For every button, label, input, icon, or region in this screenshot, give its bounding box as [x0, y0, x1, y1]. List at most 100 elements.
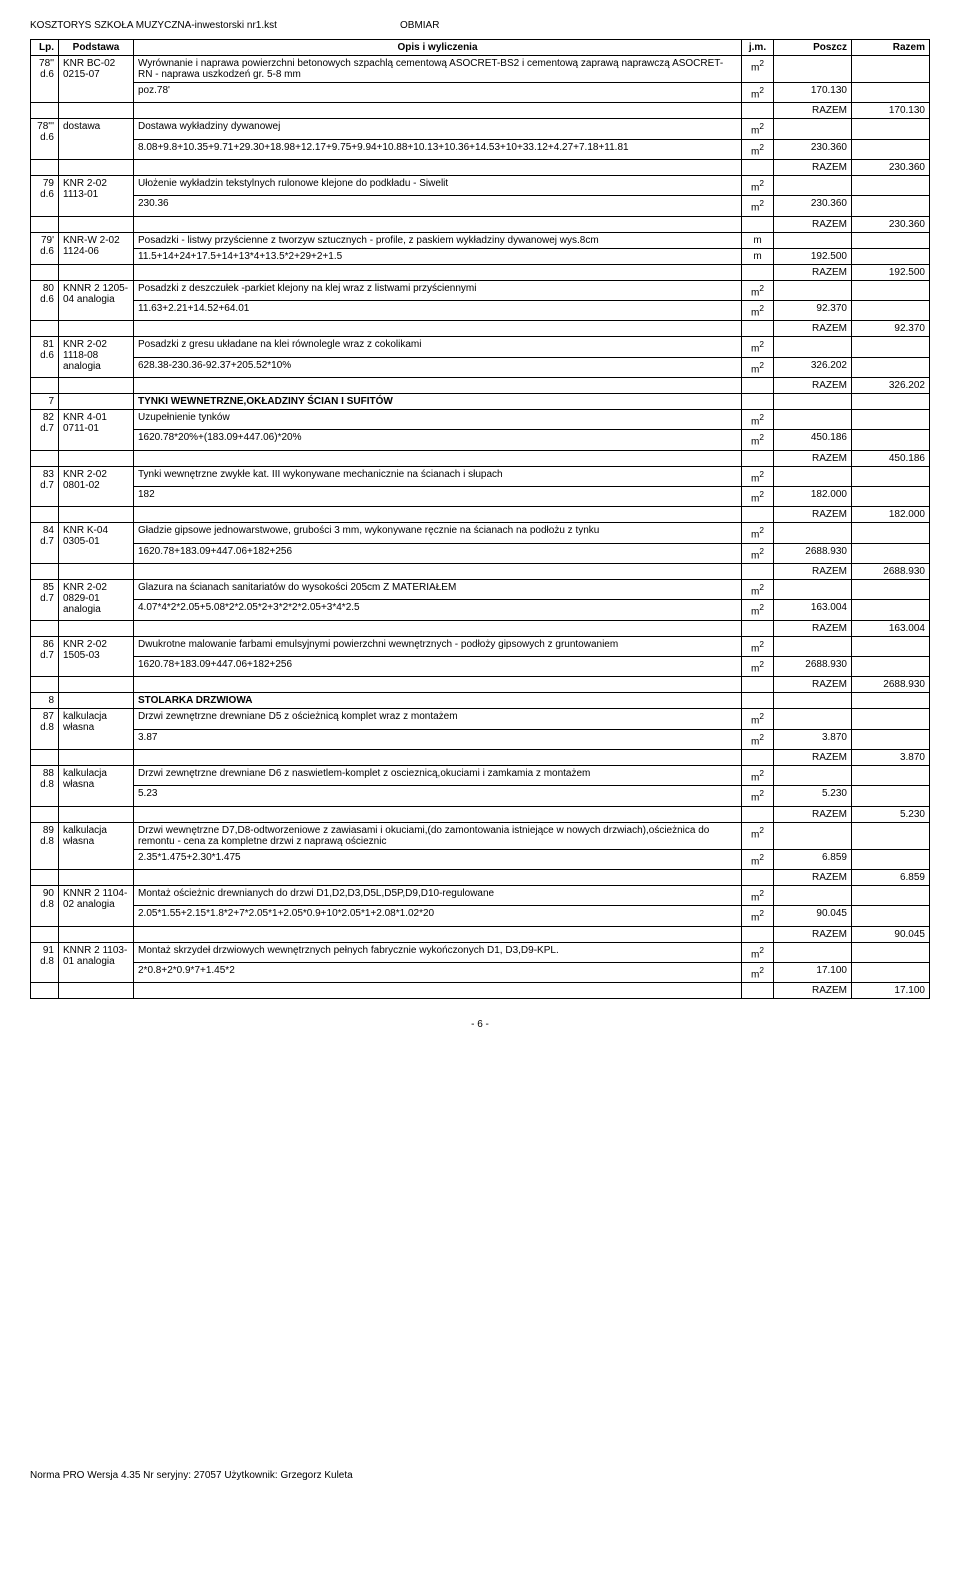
cell-razem: 90.045: [852, 926, 930, 942]
obmiar-table: Lp. Podstawa Opis i wyliczenia j.m. Posz…: [30, 39, 930, 999]
sub-row: 11.5+14+24+17.5+14+13*4+13.5*2+29+2+1.5m…: [31, 248, 930, 264]
cell-lp: 86 d.7: [31, 636, 59, 677]
cell-pod: KNNR 2 1104-02 analogia: [59, 885, 134, 926]
cell-jm: m2: [742, 56, 774, 83]
cell-pod: [59, 926, 134, 942]
cell-jm: [742, 377, 774, 393]
cell-lp: [31, 563, 59, 579]
razem-label: RAZEM: [774, 749, 852, 765]
cell-pod: [59, 507, 134, 523]
cell-razem: 326.202: [852, 377, 930, 393]
sub-row: 2*0.8+2*0.9*7+1.45*2m217.100: [31, 962, 930, 982]
cell-poszcz: 2688.930: [774, 656, 852, 676]
cell-jm: [742, 693, 774, 709]
table-header-row: Lp. Podstawa Opis i wyliczenia j.m. Posz…: [31, 40, 930, 56]
cell-pod: [59, 393, 134, 409]
cell-lp: [31, 159, 59, 175]
cell-poszcz: 3.870: [774, 729, 852, 749]
cell-razem: [852, 523, 930, 543]
table-row: 84 d.7KNR K-04 0305-01Gładzie gipsowe je…: [31, 523, 930, 543]
cell-razem: [852, 56, 930, 83]
cell-opis: Montaż skrzydeł drzwiowych wewnętrznych …: [134, 942, 742, 962]
cell-razem: 6.859: [852, 869, 930, 885]
cell-opis: 230.36: [134, 196, 742, 216]
cell-jm: m2: [742, 523, 774, 543]
cell-pod: KNNR 2 1205-04 analogia: [59, 280, 134, 321]
cell-jm: [742, 216, 774, 232]
section-row: 7TYNKI WEWNETRZNE,OKŁADZINY ŚCIAN I SUFI…: [31, 393, 930, 409]
cell-lp: 83 d.7: [31, 466, 59, 507]
cell-jm: [742, 806, 774, 822]
sub-row: 628.38-230.36-92.37+205.52*10%m2326.202: [31, 357, 930, 377]
col-razem: Razem: [852, 40, 930, 56]
cell-poszcz: 2688.930: [774, 543, 852, 563]
razem-row: RAZEM450.186: [31, 450, 930, 466]
cell-pod: [59, 677, 134, 693]
file-name: KOSZTORYS SZKOŁA MUZYCZNA-inwestorski nr…: [30, 20, 400, 31]
cell-pod: [59, 563, 134, 579]
cell-razem: [852, 600, 930, 620]
cell-lp: [31, 620, 59, 636]
cell-razem: [852, 486, 930, 506]
footer-text: Norma PRO Wersja 4.35 Nr seryjny: 27057 …: [30, 1470, 930, 1481]
razem-row: RAZEM3.870: [31, 749, 930, 765]
cell-pod: [59, 749, 134, 765]
cell-pod: KNR 2-02 1505-03: [59, 636, 134, 677]
cell-razem: [852, 942, 930, 962]
cell-razem: 230.360: [852, 159, 930, 175]
cell-opis: Drzwi wewnętrzne D7,D8-odtworzeniowe z z…: [134, 822, 742, 849]
cell-opis: [134, 321, 742, 337]
table-row: 78''' d.6dostawaDostawa wykładziny dywan…: [31, 119, 930, 139]
razem-label: RAZEM: [774, 983, 852, 999]
cell-jm: [742, 563, 774, 579]
table-row: 79' d.6KNR-W 2-02 1124-06Posadzki - list…: [31, 232, 930, 248]
cell-razem: 17.100: [852, 983, 930, 999]
sub-row: 3.87m23.870: [31, 729, 930, 749]
cell-jm: m2: [742, 765, 774, 785]
sub-row: 8.08+9.8+10.35+9.71+29.30+18.98+12.17+9.…: [31, 139, 930, 159]
col-podstawa: Podstawa: [59, 40, 134, 56]
cell-jm: m2: [742, 656, 774, 676]
cell-lp: 84 d.7: [31, 523, 59, 564]
col-lp: Lp.: [31, 40, 59, 56]
table-row: 86 d.7KNR 2-02 1505-03Dwukrotne malowani…: [31, 636, 930, 656]
cell-lp: [31, 507, 59, 523]
page-number: - 6 -: [30, 1019, 930, 1030]
cell-opis: [134, 216, 742, 232]
razem-row: RAZEM6.859: [31, 869, 930, 885]
cell-poszcz: [774, 232, 852, 248]
cell-jm: m2: [742, 543, 774, 563]
cell-razem: 2688.930: [852, 563, 930, 579]
cell-jm: m2: [742, 357, 774, 377]
cell-opis: 1620.78+183.09+447.06+182+256: [134, 656, 742, 676]
cell-pod: [59, 216, 134, 232]
col-poszcz: Poszcz: [774, 40, 852, 56]
razem-label: RAZEM: [774, 264, 852, 280]
cell-pod: KNNR 2 1103-01 analogia: [59, 942, 134, 983]
cell-pod: [59, 869, 134, 885]
cell-jm: [742, 321, 774, 337]
table-row: 87 d.8kalkulacja własnaDrzwi zewnętrzne …: [31, 709, 930, 729]
cell-poszcz: 182.000: [774, 486, 852, 506]
cell-opis: 11.63+2.21+14.52+64.01: [134, 300, 742, 320]
razem-label: RAZEM: [774, 216, 852, 232]
sub-row: 4.07*4*2*2.05+5.08*2*2.05*2+3*2*2*2.05+3…: [31, 600, 930, 620]
cell-razem: [852, 300, 930, 320]
cell-razem: [852, 430, 930, 450]
cell-jm: [742, 393, 774, 409]
cell-razem: 163.004: [852, 620, 930, 636]
cell-poszcz: [774, 822, 852, 849]
cell-razem: 182.000: [852, 507, 930, 523]
cell-jm: m2: [742, 579, 774, 599]
cell-jm: m2: [742, 139, 774, 159]
cell-opis: 3.87: [134, 729, 742, 749]
cell-opis: 1620.78*20%+(183.09+447.06)*20%: [134, 430, 742, 450]
table-row: 90 d.8KNNR 2 1104-02 analogiaMontaż ości…: [31, 885, 930, 905]
cell-lp: [31, 983, 59, 999]
sub-row: 5.23m25.230: [31, 786, 930, 806]
cell-razem: [852, 885, 930, 905]
razem-label: RAZEM: [774, 869, 852, 885]
cell-jm: m2: [742, 822, 774, 849]
table-row: 88 d.8kalkulacja własnaDrzwi zewnętrzne …: [31, 765, 930, 785]
cell-opis: Posadzki z gresu układane na klei równol…: [134, 337, 742, 357]
